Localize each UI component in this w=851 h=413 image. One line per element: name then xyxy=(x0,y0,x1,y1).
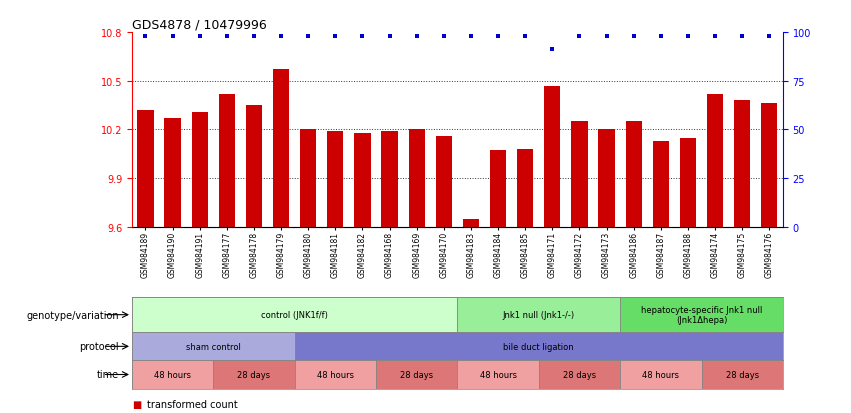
Bar xyxy=(436,137,452,227)
Bar xyxy=(620,297,783,332)
Bar xyxy=(680,138,696,227)
Text: hepatocyte-specific Jnk1 null
(Jnk1Δhepa): hepatocyte-specific Jnk1 null (Jnk1Δhepa… xyxy=(641,305,762,325)
Text: 48 hours: 48 hours xyxy=(643,370,679,379)
Bar xyxy=(294,332,783,361)
Bar xyxy=(328,132,344,227)
Text: 48 hours: 48 hours xyxy=(317,370,354,379)
Text: bile duct ligation: bile duct ligation xyxy=(504,342,574,351)
Bar xyxy=(132,297,458,332)
Text: GDS4878 / 10479996: GDS4878 / 10479996 xyxy=(132,19,266,32)
Bar xyxy=(408,130,425,227)
Bar xyxy=(132,361,214,389)
Bar xyxy=(354,133,371,227)
Text: 28 days: 28 days xyxy=(563,370,596,379)
Bar xyxy=(294,361,376,389)
Bar xyxy=(571,122,588,227)
Bar xyxy=(653,141,669,227)
Bar xyxy=(458,297,620,332)
Bar xyxy=(246,106,262,227)
Bar xyxy=(164,119,180,227)
Bar xyxy=(539,361,620,389)
Text: ■: ■ xyxy=(132,399,141,409)
Text: genotype/variation: genotype/variation xyxy=(26,310,119,320)
Bar xyxy=(707,95,723,227)
Bar xyxy=(701,361,783,389)
Text: 28 days: 28 days xyxy=(400,370,433,379)
Text: control (JNK1f/f): control (JNK1f/f) xyxy=(261,311,328,319)
Bar xyxy=(300,130,317,227)
Text: 28 days: 28 days xyxy=(726,370,759,379)
Bar xyxy=(620,361,701,389)
Bar xyxy=(625,122,642,227)
Bar xyxy=(191,112,208,227)
Bar xyxy=(132,332,294,361)
Bar xyxy=(598,130,614,227)
Text: protocol: protocol xyxy=(79,342,119,351)
Bar xyxy=(381,132,397,227)
Bar xyxy=(734,101,751,227)
Bar xyxy=(458,361,539,389)
Text: 48 hours: 48 hours xyxy=(154,370,191,379)
Text: sham control: sham control xyxy=(186,342,241,351)
Bar xyxy=(273,70,289,227)
Text: Jnk1 null (Jnk1-/-): Jnk1 null (Jnk1-/-) xyxy=(503,311,575,319)
Text: 48 hours: 48 hours xyxy=(480,370,517,379)
Bar xyxy=(545,86,561,227)
Text: 28 days: 28 days xyxy=(237,370,271,379)
Bar xyxy=(137,111,153,227)
Bar xyxy=(517,150,534,227)
Text: transformed count: transformed count xyxy=(147,399,238,409)
Bar xyxy=(376,361,458,389)
Text: time: time xyxy=(97,370,119,380)
Bar xyxy=(219,95,235,227)
Bar xyxy=(761,104,778,227)
Bar xyxy=(490,151,506,227)
Bar xyxy=(214,361,294,389)
Bar xyxy=(463,219,479,227)
